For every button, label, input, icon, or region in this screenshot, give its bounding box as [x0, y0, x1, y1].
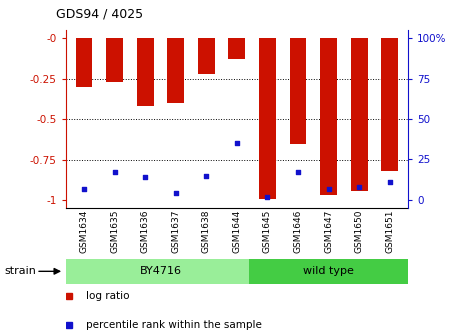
Bar: [289, 38, 306, 143]
Bar: [137, 38, 153, 106]
Bar: [381, 38, 398, 171]
Point: [264, 194, 271, 199]
Text: strain: strain: [5, 266, 37, 276]
Bar: [228, 38, 245, 59]
Text: wild type: wild type: [303, 266, 354, 276]
Point: [294, 170, 302, 175]
Text: percentile rank within the sample: percentile rank within the sample: [86, 320, 262, 330]
Bar: [167, 38, 184, 103]
Bar: [259, 38, 276, 199]
Bar: [66, 259, 255, 284]
Point: [80, 186, 88, 191]
Bar: [106, 38, 123, 82]
Point: [233, 141, 241, 146]
Text: log ratio: log ratio: [86, 291, 130, 301]
Text: GDS94 / 4025: GDS94 / 4025: [56, 7, 144, 20]
Point: [386, 179, 393, 185]
Point: [203, 173, 210, 178]
Point: [111, 170, 118, 175]
Bar: [76, 38, 92, 87]
Bar: [198, 38, 215, 74]
Bar: [320, 38, 337, 195]
Point: [356, 184, 363, 190]
Point: [172, 191, 180, 196]
Text: BY4716: BY4716: [139, 266, 182, 276]
Bar: [249, 259, 408, 284]
Point: [141, 174, 149, 180]
Bar: [351, 38, 368, 191]
Point: [325, 186, 333, 191]
